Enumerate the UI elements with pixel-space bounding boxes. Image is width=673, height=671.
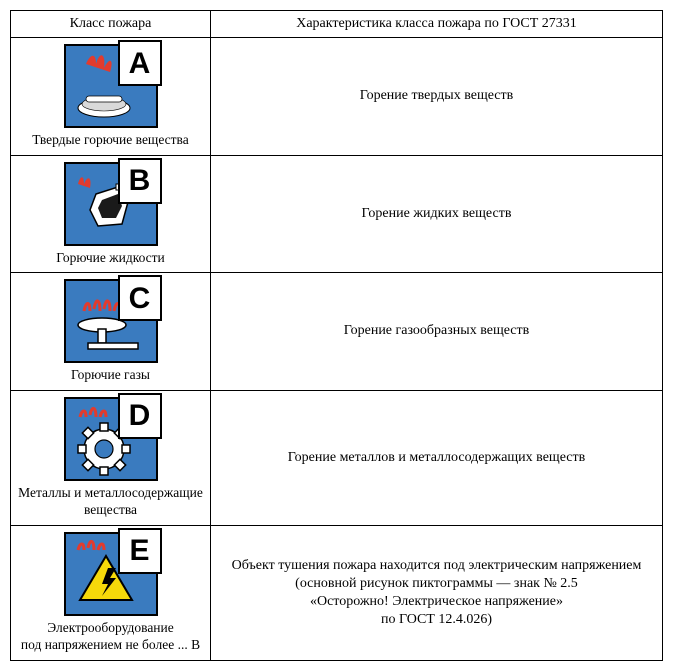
table-row: B Горючие жидкости Горение жидких вещест… bbox=[11, 155, 663, 273]
class-caption: Металлы и металлосодержащие вещества bbox=[15, 484, 206, 519]
table-row: D Металлы и металлосодержащие вещества Г… bbox=[11, 390, 663, 525]
class-caption: Электрооборудованиепод напряжением не бо… bbox=[21, 619, 200, 654]
class-cell: A Твердые горючие вещества bbox=[11, 38, 211, 156]
class-cell: C Горючие газы bbox=[11, 273, 211, 391]
class-letter: D bbox=[118, 393, 162, 439]
class-cell: E Электрооборудованиепод напряжением не … bbox=[11, 525, 211, 660]
header-col1: Класс пожара bbox=[11, 11, 211, 38]
pictogram-d: D bbox=[64, 397, 158, 481]
fire-class-table: Класс пожара Характеристика класса пожар… bbox=[10, 10, 663, 661]
table-row: A Твердые горючие вещества Горение тверд… bbox=[11, 38, 663, 156]
class-letter: A bbox=[118, 40, 162, 86]
table-row: C Горючие газы Горение газообразных веще… bbox=[11, 273, 663, 391]
class-letter: B bbox=[118, 158, 162, 204]
pictogram-b: B bbox=[64, 162, 158, 246]
class-letter: E bbox=[118, 528, 162, 574]
class-caption: Горючие газы bbox=[71, 366, 150, 384]
header-row: Класс пожара Характеристика класса пожар… bbox=[11, 11, 663, 38]
class-caption: Горючие жидкости bbox=[56, 249, 165, 267]
pictogram-a: A bbox=[64, 44, 158, 128]
class-cell: D Металлы и металлосодержащие вещества bbox=[11, 390, 211, 525]
description-cell: Горение газообразных веществ bbox=[211, 273, 663, 391]
description-cell: Горение жидких веществ bbox=[211, 155, 663, 273]
table-row: E Электрооборудованиепод напряжением не … bbox=[11, 525, 663, 660]
description-cell: Горение твердых веществ bbox=[211, 38, 663, 156]
pictogram-e: E bbox=[64, 532, 158, 616]
class-caption: Твердые горючие вещества bbox=[32, 131, 188, 149]
pictogram-c: C bbox=[64, 279, 158, 363]
class-cell: B Горючие жидкости bbox=[11, 155, 211, 273]
description-cell: Горение металлов и металлосодержащих вещ… bbox=[211, 390, 663, 525]
header-col2: Характеристика класса пожара по ГОСТ 273… bbox=[211, 11, 663, 38]
class-letter: C bbox=[118, 275, 162, 321]
description-cell: Объект тушения пожара находится под элек… bbox=[211, 525, 663, 660]
